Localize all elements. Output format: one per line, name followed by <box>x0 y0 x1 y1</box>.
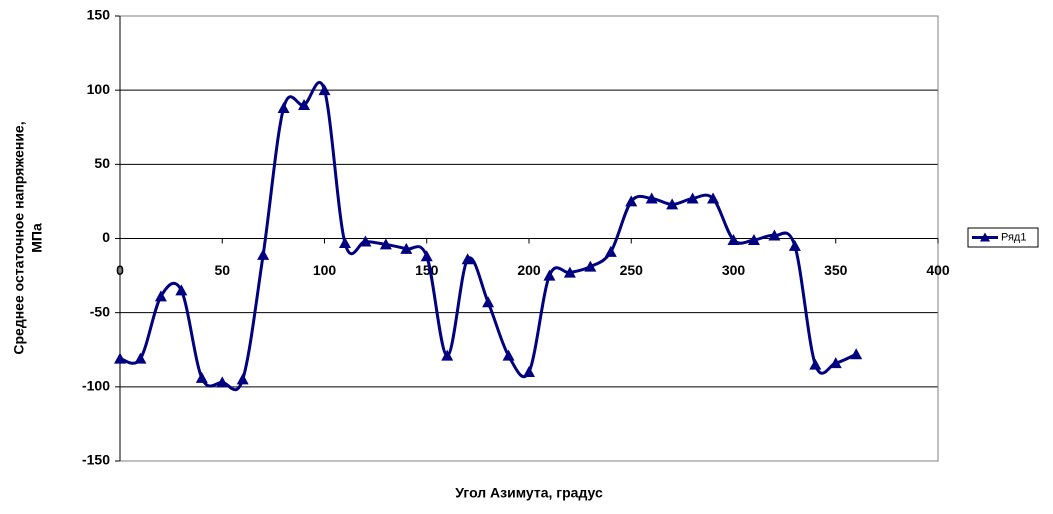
marker <box>543 269 556 281</box>
marker <box>134 352 147 364</box>
marker <box>809 358 822 370</box>
marker <box>318 84 331 96</box>
marker <box>482 296 495 308</box>
marker <box>379 238 392 250</box>
x-tick-label: 200 <box>517 262 541 278</box>
y-tick-label: 0 <box>102 229 110 245</box>
marker <box>727 233 740 245</box>
y-tick-label: 100 <box>87 81 111 97</box>
marker <box>236 373 249 385</box>
marker <box>298 99 311 110</box>
marker <box>420 250 433 262</box>
marker <box>850 348 863 360</box>
marker <box>747 233 760 245</box>
x-tick-label: 300 <box>722 262 746 278</box>
y-tick-label: -100 <box>82 378 110 394</box>
x-tick-label: 150 <box>415 262 439 278</box>
y-tick-label: 150 <box>87 7 111 23</box>
marker <box>829 357 842 369</box>
marker <box>257 248 270 260</box>
legend-marker <box>980 232 990 242</box>
marker <box>707 192 720 204</box>
marker <box>195 371 208 383</box>
x-axis-label: Угол Азимута, градус <box>455 485 603 501</box>
marker <box>625 195 638 207</box>
marker <box>359 235 372 247</box>
marker <box>216 376 229 388</box>
legend-box <box>967 227 1039 248</box>
marker <box>441 349 454 361</box>
y-axis-label: МПа <box>29 223 45 253</box>
y-tick-label: 50 <box>94 155 110 171</box>
legend-label: Ряд1 <box>1001 231 1026 243</box>
series-line <box>119 80 857 392</box>
marker <box>768 229 781 241</box>
x-tick-label: 350 <box>824 262 848 278</box>
marker <box>686 192 699 204</box>
marker <box>154 290 167 302</box>
marker <box>277 101 290 113</box>
marker <box>461 253 474 265</box>
marker <box>502 349 515 361</box>
y-axis-label: Среднее остаточное напряжение, <box>11 121 27 354</box>
marker <box>604 245 617 257</box>
marker <box>666 198 679 210</box>
x-tick-label: 400 <box>926 262 950 278</box>
y-tick-label: -50 <box>90 303 110 319</box>
marker <box>400 242 413 254</box>
x-tick-label: 100 <box>313 262 337 278</box>
y-tick-label: -150 <box>82 452 110 468</box>
marker <box>114 352 126 364</box>
marker <box>338 236 351 248</box>
marker <box>523 366 535 377</box>
marker <box>584 260 597 272</box>
marker <box>563 266 576 278</box>
marker <box>175 284 188 296</box>
marker <box>645 192 658 204</box>
marker <box>788 239 801 251</box>
x-tick-label: 0 <box>116 262 124 278</box>
x-tick-label: 250 <box>620 262 644 278</box>
x-tick-label: 50 <box>214 262 230 278</box>
